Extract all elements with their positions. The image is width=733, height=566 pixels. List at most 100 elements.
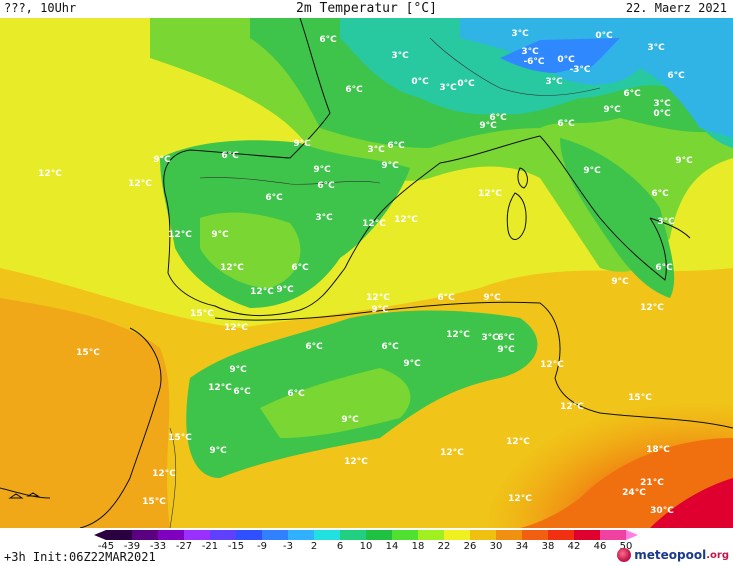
colorbar-tick-label: 30 xyxy=(489,541,503,552)
temp-label: 12°C xyxy=(128,179,152,189)
footer-bar: -45 -39 -33 -27 -21 -15 -9 -3 2 6 10 14 18 22 26 30 34 38… xyxy=(0,528,733,566)
temp-label: 12°C xyxy=(220,263,244,273)
temp-label: 6°C xyxy=(497,333,515,343)
temp-label: 12°C xyxy=(362,219,386,229)
colorbar-segment xyxy=(210,530,237,540)
header-bar: ???, 10Uhr 2m Temperatur [°C] 22. Maerz … xyxy=(0,0,733,18)
meteopool-logo-icon xyxy=(617,548,632,562)
temp-label: 0°C xyxy=(595,31,613,41)
colorbar-tick-label: 22 xyxy=(437,541,451,552)
temp-label: 6°C xyxy=(667,71,685,81)
temperature-map[interactable]: 6°C3°C0°C3°C 0°C3°C3°C-6°C 0°C-3°C3°C0°C3°… xyxy=(0,18,733,528)
temp-label: 6°C xyxy=(381,342,399,352)
colorbar-segment xyxy=(184,530,211,540)
temp-label: -6°C xyxy=(523,57,544,67)
temp-label: 6°C xyxy=(305,342,323,352)
field-italy-green xyxy=(560,138,675,298)
temp-label: 3°C xyxy=(521,47,539,57)
temp-label: 0°C xyxy=(457,79,475,89)
temp-label: 12°C xyxy=(38,169,62,179)
temp-label: 6°C xyxy=(291,263,309,273)
colorbar-labels: -45 -39 -33 -27 -21 -15 -9 -3 2 6 10 14 18 22 26 30 34 38… xyxy=(0,541,733,553)
temp-label: 12°C xyxy=(540,360,564,370)
colorbar-tick-label: 26 xyxy=(463,541,477,552)
temp-label: -3°C xyxy=(569,65,590,75)
temp-label: 12°C xyxy=(208,383,232,393)
colorbar-tick-label: 2 xyxy=(310,541,318,552)
temp-label: 6°C xyxy=(221,151,239,161)
temp-label: 3°C xyxy=(481,333,499,343)
run-info: ???, 10Uhr xyxy=(4,1,77,15)
colorbar-tick-label: 18 xyxy=(411,541,425,552)
colorbar-segment xyxy=(314,530,341,540)
temp-label: 9°C xyxy=(293,139,311,149)
temp-label: 9°C xyxy=(381,161,399,171)
colorbar-tick-label: 46 xyxy=(593,541,607,552)
temp-label: 9°C xyxy=(153,155,171,165)
colorbar-segment xyxy=(522,530,549,540)
colorbar-segment xyxy=(470,530,497,540)
temp-label: 6°C xyxy=(345,85,363,95)
colorbar-tick-label: -9 xyxy=(257,541,267,552)
temp-label: 21°C xyxy=(640,478,664,488)
temp-label: 0°C xyxy=(653,109,671,119)
colorbar-tick-label: 42 xyxy=(567,541,581,552)
temp-label: 6°C xyxy=(651,189,669,199)
temp-label: 9°C xyxy=(276,285,294,295)
temp-label: 9°C xyxy=(583,166,601,176)
temp-label: 12°C xyxy=(344,457,368,467)
temp-label: 6°C xyxy=(287,389,305,399)
temp-label: 15°C xyxy=(76,348,100,358)
temp-label: 3°C xyxy=(439,83,457,93)
temp-label: 12°C xyxy=(478,189,502,199)
temp-label: 9°C xyxy=(483,293,501,303)
temp-label: 12°C xyxy=(440,448,464,458)
temp-label: 12°C xyxy=(560,402,584,412)
brand-logo[interactable]: meteopool .org xyxy=(617,548,729,562)
colorbar-segment xyxy=(496,530,523,540)
colorbar-arrow-low xyxy=(94,530,106,540)
colorbar-tick-label: 14 xyxy=(385,541,399,552)
temp-label: 12°C xyxy=(508,494,532,504)
temp-label: 15°C xyxy=(628,393,652,403)
temp-label: 9°C xyxy=(497,345,515,355)
brand-tld: .org xyxy=(706,549,729,561)
temp-label: 6°C xyxy=(489,113,507,123)
colorbar-segment xyxy=(262,530,289,540)
temp-label: 6°C xyxy=(387,141,405,151)
colorbar-tick-label: 34 xyxy=(515,541,529,552)
colorbar-tick-label: -27 xyxy=(175,541,193,552)
forecast-date: 22. Maerz 2021 xyxy=(625,1,727,15)
field-iberia-lighter xyxy=(200,212,301,288)
temp-label: 9°C xyxy=(211,230,229,240)
colorbar-segment xyxy=(106,530,133,540)
temp-label: 6°C xyxy=(319,35,337,45)
init-info: +3h Init:06Z22MAR2021 xyxy=(4,550,156,564)
colorbar-tick-label: -15 xyxy=(227,541,245,552)
temperature-labels: 6°C3°C0°C3°C 0°C3°C3°C-6°C 0°C-3°C3°C0°C3°… xyxy=(38,29,693,516)
temp-label: 12°C xyxy=(250,287,274,297)
colorbar-tick-label: -39 xyxy=(123,541,141,552)
temp-label: 12°C xyxy=(366,293,390,303)
colorbar-segment xyxy=(288,530,315,540)
temp-label: 3°C xyxy=(657,217,675,227)
field-atlantic-orange xyxy=(0,298,170,528)
colorbar-segment xyxy=(444,530,471,540)
temp-label: 9°C xyxy=(403,359,421,369)
colorbar-segment xyxy=(418,530,445,540)
temp-label: 30°C xyxy=(650,506,674,516)
field-alps-cold xyxy=(500,38,620,73)
temp-label: 12°C xyxy=(152,469,176,479)
temp-label: 15°C xyxy=(190,309,214,319)
colorbar-segment xyxy=(366,530,393,540)
temp-label: 12°C xyxy=(168,230,192,240)
temp-label: 6°C xyxy=(557,119,575,129)
temp-label: 6°C xyxy=(317,181,335,191)
temp-label: 6°C xyxy=(265,193,283,203)
temp-label: 9°C xyxy=(479,121,497,131)
temp-label: 3°C xyxy=(391,51,409,61)
temp-label: 12°C xyxy=(224,323,248,333)
coastlines xyxy=(0,18,733,528)
temp-label: 9°C xyxy=(371,305,389,315)
colorbar-tick-label: 50 xyxy=(619,541,633,552)
